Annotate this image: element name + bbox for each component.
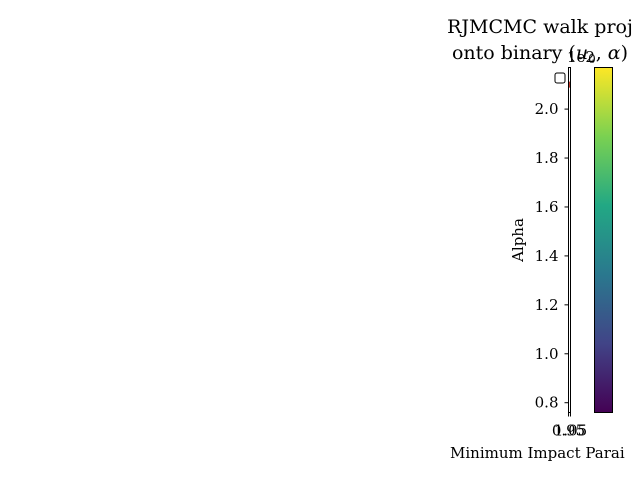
y-tick-label: 1.4: [535, 247, 559, 265]
y-tick-label: 1.8: [535, 149, 559, 167]
y-tick-label: 2.0: [535, 100, 559, 118]
x-axis-label: Minimum Impact Parai: [450, 444, 625, 462]
chart-title-line-2: onto binary (u0, α): [452, 42, 628, 66]
points-layer: [568, 81, 571, 88]
x-axis-ticks: 0.951.05: [552, 412, 587, 440]
chart-title-line-1: RJMCMC walk proj: [447, 16, 633, 38]
y-tick-label: 1.0: [535, 345, 559, 363]
axes-frame: [568, 67, 571, 413]
x-tick-label: 0.95: [552, 422, 585, 440]
y-tick-label: 0.8: [535, 394, 559, 412]
legend: [554, 72, 566, 84]
colorbar-offset-label: 1e2: [567, 48, 595, 66]
colorbar-gradient: [594, 67, 613, 413]
legend-marker: [554, 72, 566, 84]
colorbar: 1e2: [567, 48, 613, 413]
x-tick-label: 1.05: [554, 422, 587, 440]
y-axis-ticks: 0.8 1.0 1.2 1.4 1.6 1.8 2.0: [535, 100, 569, 412]
data-point: [568, 81, 571, 88]
y-axis-label: Alpha: [509, 218, 527, 263]
y-tick-label: 1.2: [535, 296, 559, 314]
y-tick-label: 1.6: [535, 198, 559, 216]
plot-area: 0.8 1.0 1.2 1.4 1.6 1.8 2.0 0.951.05: [535, 67, 587, 440]
